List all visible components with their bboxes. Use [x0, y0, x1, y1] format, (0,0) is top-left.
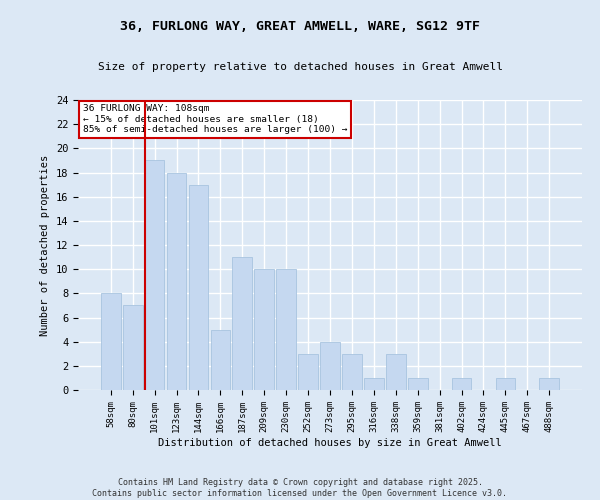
- Text: 36, FURLONG WAY, GREAT AMWELL, WARE, SG12 9TF: 36, FURLONG WAY, GREAT AMWELL, WARE, SG1…: [120, 20, 480, 33]
- Bar: [452, 378, 472, 390]
- Bar: [364, 378, 384, 390]
- Text: Size of property relative to detached houses in Great Amwell: Size of property relative to detached ho…: [97, 62, 503, 72]
- Bar: [123, 306, 143, 390]
- Bar: [145, 160, 164, 390]
- X-axis label: Distribution of detached houses by size in Great Amwell: Distribution of detached houses by size …: [158, 438, 502, 448]
- Bar: [232, 257, 252, 390]
- Bar: [386, 354, 406, 390]
- Bar: [539, 378, 559, 390]
- Text: 36 FURLONG WAY: 108sqm
← 15% of detached houses are smaller (18)
85% of semi-det: 36 FURLONG WAY: 108sqm ← 15% of detached…: [83, 104, 347, 134]
- Bar: [167, 172, 187, 390]
- Bar: [342, 354, 362, 390]
- Bar: [496, 378, 515, 390]
- Y-axis label: Number of detached properties: Number of detached properties: [40, 154, 50, 336]
- Bar: [101, 294, 121, 390]
- Bar: [408, 378, 428, 390]
- Bar: [188, 184, 208, 390]
- Text: Contains HM Land Registry data © Crown copyright and database right 2025.
Contai: Contains HM Land Registry data © Crown c…: [92, 478, 508, 498]
- Bar: [276, 269, 296, 390]
- Bar: [211, 330, 230, 390]
- Bar: [254, 269, 274, 390]
- Bar: [320, 342, 340, 390]
- Bar: [298, 354, 318, 390]
